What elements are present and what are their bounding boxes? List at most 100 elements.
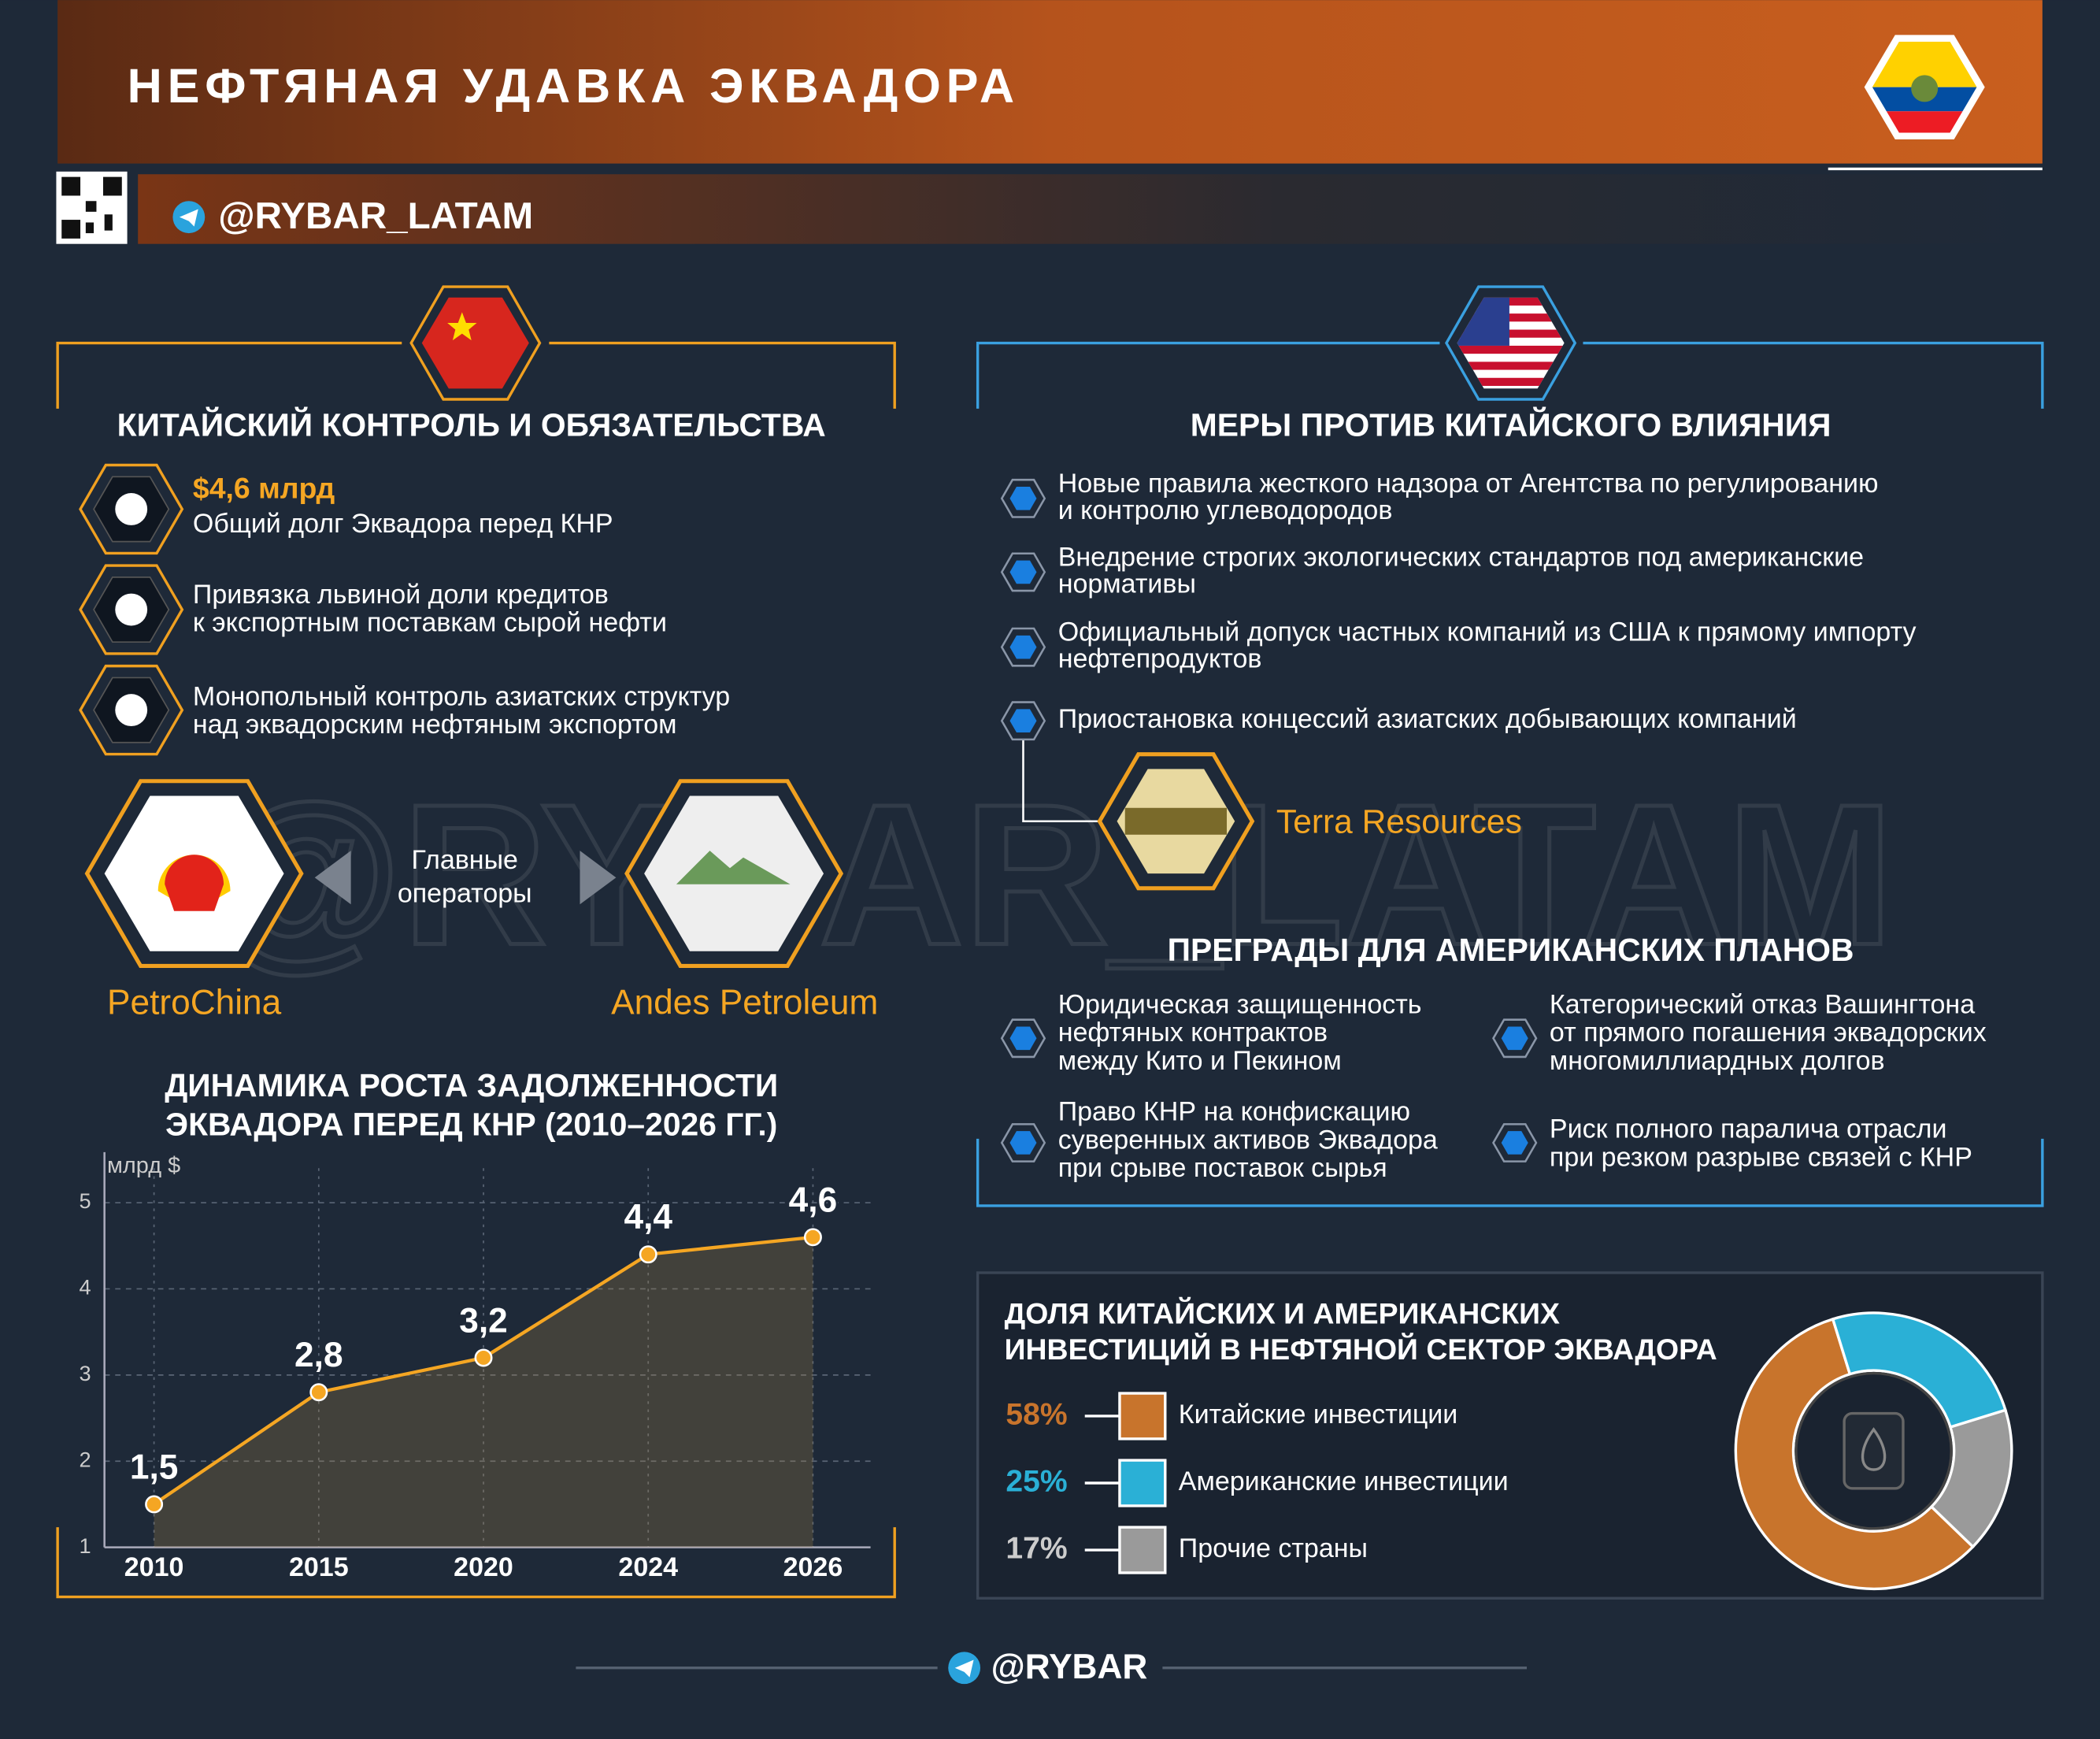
obstacle-text: суверенных активов Эквадора [1058, 1125, 1438, 1155]
company-name: Terra Resources [1276, 803, 1522, 840]
bullet-fill [1009, 635, 1037, 659]
x-tick-label: 2026 [783, 1552, 843, 1582]
item-text: к экспортным поставкам сырой нефти [193, 608, 667, 638]
area [154, 1237, 813, 1548]
item-highlight: $4,6 млрд [193, 472, 335, 505]
china-flag [421, 297, 529, 389]
arrow [314, 851, 351, 905]
legend-swatch [1118, 1459, 1167, 1507]
item-text: над эквадорским нефтяным экспортом [193, 710, 677, 740]
obstacle-text: между Кито и Пекином [1058, 1046, 1342, 1076]
qr-pattern [61, 176, 122, 239]
channel-name: @RYBAR_LATAM [218, 195, 533, 237]
footer-brand: @RYBAR [991, 1648, 1148, 1686]
chart-title: ДИНАМИКА РОСТА ЗАДОЛЖЕННОСТИ [165, 1067, 778, 1103]
connector [1022, 736, 1106, 823]
legend-value: 25% [1006, 1464, 1067, 1498]
measure-text: Внедрение строгих экологических стандарт… [1058, 542, 1864, 572]
operators-label: операторы [398, 878, 532, 908]
item-icon-glyph [115, 593, 148, 626]
arrow [580, 851, 617, 905]
measure-text: Приостановка концессий азиатских добываю… [1058, 704, 1797, 734]
china-flag-star [447, 312, 477, 341]
legend-value: 17% [1006, 1531, 1067, 1565]
y-tick-label: 5 [80, 1188, 91, 1213]
obstacle-text: многомиллиардных долгов [1550, 1046, 1885, 1076]
legend-label: Прочие страны [1179, 1533, 1368, 1563]
section-heading: МЕРЫ ПРОТИВ КИТАЙСКОГО ВЛИЯНИЯ [1191, 406, 1831, 443]
x-tick-label: 2015 [289, 1552, 349, 1582]
company-logo [1124, 807, 1228, 835]
measure-text: нефтепродуктов [1058, 644, 1262, 674]
legend-value: 58% [1006, 1397, 1067, 1431]
bullet-fill [1009, 709, 1037, 732]
item-text: Монопольный контроль азиатских структур [193, 681, 730, 711]
measure-text: Новые правила жесткого надзора от Агентс… [1058, 469, 1879, 499]
y-tick-label: 3 [80, 1361, 91, 1385]
item-text: Привязка львиной доли кредитов [193, 580, 609, 610]
obstacle-text: Категорический отказ Вашингтона [1550, 989, 1975, 1019]
watermark: @RYBAR_LATAM [206, 763, 1894, 988]
point [474, 1348, 493, 1367]
channel-bar [138, 174, 2043, 244]
item-text: Общий долг Эквадора перед КНР [193, 509, 613, 539]
section-heading: ПРЕГРАДЫ ДЛЯ АМЕРИКАНСКИХ ПЛАНОВ [1168, 932, 1854, 968]
value-label: 3,2 [459, 1301, 507, 1340]
section-heading: КИТАЙСКИЙ КОНТРОЛЬ И ОБЯЗАТЕЛЬСТВА [117, 406, 826, 443]
pie-slice [1831, 1311, 2008, 1429]
obstacle-text: при срыве поставок сырья [1058, 1153, 1387, 1183]
petrochina-logo [165, 855, 224, 911]
x-tick-label: 2024 [618, 1552, 678, 1582]
legend-label: Американские инвестиции [1179, 1466, 1509, 1496]
left-frame [56, 341, 896, 1599]
point [145, 1495, 164, 1514]
bullet-fill [1501, 1026, 1528, 1051]
value-label: 1,5 [130, 1448, 178, 1486]
measure-text: и контролю углеводородов [1058, 495, 1393, 525]
andes-logo [676, 851, 791, 884]
value-label: 2,8 [294, 1336, 343, 1374]
bullet-fill [1009, 1026, 1037, 1051]
bullet-fill [1009, 487, 1037, 510]
operator-name: PetroChina [107, 983, 282, 1022]
measure-text: нормативы [1058, 569, 1196, 599]
pie-slice [1734, 1317, 1975, 1591]
bullet-fill [1009, 1131, 1037, 1155]
obstacle-text: нефтяных контрактов [1058, 1018, 1328, 1047]
item-icon-glyph [115, 493, 148, 525]
chart-title: ДОЛЯ КИТАЙСКИХ И АМЕРИКАНСКИХ [1005, 1296, 1560, 1329]
legend-label: Китайские инвестиции [1179, 1400, 1458, 1429]
right-frame [976, 341, 2044, 1207]
bullet-fill [1501, 1131, 1528, 1155]
value-label: 4,4 [624, 1198, 672, 1237]
obstacle-text: Риск полного паралича отрасли [1550, 1114, 1947, 1144]
point [309, 1383, 328, 1402]
measure-text: Официальный допуск частных компаний из С… [1058, 617, 1917, 647]
telegram-plane [179, 209, 198, 227]
point [803, 1228, 822, 1247]
y-tick-label: 2 [80, 1447, 91, 1471]
chart-title: ИНВЕСТИЦИЙ В НЕФТЯНОЙ СЕКТОР ЭКВАДОРА [1005, 1333, 1717, 1366]
operators-label: Главные [411, 845, 517, 875]
header-bar [57, 0, 2043, 164]
chart-title: ЭКВАДОРА ПЕРЕД КНР (2010–2026 ГГ.) [165, 1106, 777, 1142]
obstacle-text: при резком разрыве связей с КНР [1550, 1142, 1972, 1172]
y-tick-label: 4 [80, 1275, 91, 1300]
y-tick-label: 1 [80, 1533, 91, 1558]
point [639, 1245, 657, 1264]
pie-slice [1929, 1408, 2013, 1549]
barrel-drop [1861, 1427, 1887, 1471]
legend-swatch [1118, 1526, 1167, 1574]
value-label: 4,6 [789, 1181, 837, 1219]
x-tick-label: 2010 [124, 1552, 184, 1582]
page-title: НЕФТЯНАЯ УДАВКА ЭКВАДОРА [128, 59, 1020, 113]
y-axis-label: млрд $ [107, 1153, 180, 1178]
telegram-plane [954, 1659, 974, 1678]
operator-name: Andes Petroleum [611, 983, 878, 1022]
x-tick-label: 2020 [454, 1552, 513, 1582]
obstacle-text: от прямого погашения эквадорских [1550, 1018, 1987, 1047]
legend-swatch [1118, 1392, 1167, 1441]
item-icon-glyph [115, 694, 148, 727]
